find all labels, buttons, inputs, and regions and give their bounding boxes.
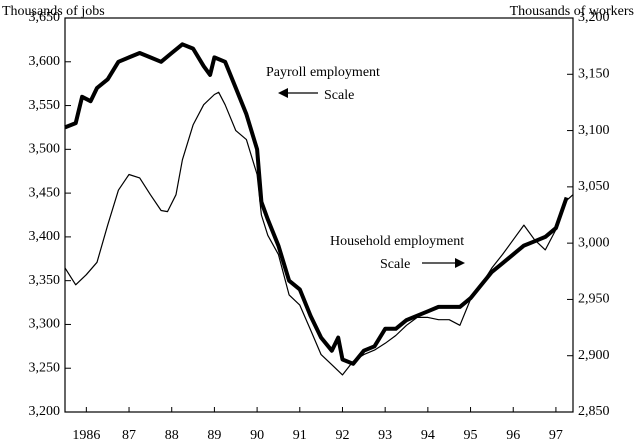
y-tick-label: 3,350 [29,273,61,288]
y2-tick-label: 3,100 [578,123,610,138]
x-tick-label: 91 [293,428,307,443]
series-line [64,42,569,366]
x-tick-label: 88 [165,428,179,443]
annotation: Payroll employment [266,65,380,80]
y-tick-label: 3,500 [29,142,61,157]
y-tick-label: 3,600 [29,54,61,69]
y2-tick-label: 3,050 [578,179,610,194]
plot-frame [64,17,574,413]
x-tick-label: 96 [506,428,520,443]
x-tick-label: 94 [421,428,435,443]
x-tick-label: 92 [335,428,349,443]
y2-tick-label: 3,150 [578,67,610,82]
y2-tick-label: 3,200 [578,10,610,25]
y-axis-label: Thousands of jobs [2,4,105,19]
y2-tick-label: 2,850 [578,404,610,419]
y2-tick-label: 2,950 [578,292,610,307]
y2-tick-label: 2,900 [578,348,610,363]
x-tick-label: 97 [549,428,563,443]
y-tick-label: 3,650 [29,10,61,25]
annotation: Household employment [330,234,464,249]
y-tick-label: 3,450 [29,185,61,200]
annotation: Scale [380,257,410,272]
x-tick-label: 89 [207,428,221,443]
y-tick-label: 3,550 [29,98,61,113]
y-tick-label: 3,400 [29,229,61,244]
series-line [64,91,574,376]
x-tick-label: 1986 [72,428,100,443]
y-tick-label: 3,250 [29,360,61,375]
x-tick-label: 90 [250,428,264,443]
annotation: Scale [324,88,354,103]
x-tick-label: 95 [464,428,478,443]
x-tick-label: 87 [122,428,136,443]
y-tick-label: 3,300 [29,317,61,332]
y2-tick-label: 3,000 [578,235,610,250]
arrow [422,258,465,268]
y2-axis-label: Thousands of workers [510,4,634,19]
arrow [278,88,318,98]
y-tick-label: 3,200 [29,404,61,419]
x-tick-label: 93 [378,428,392,443]
